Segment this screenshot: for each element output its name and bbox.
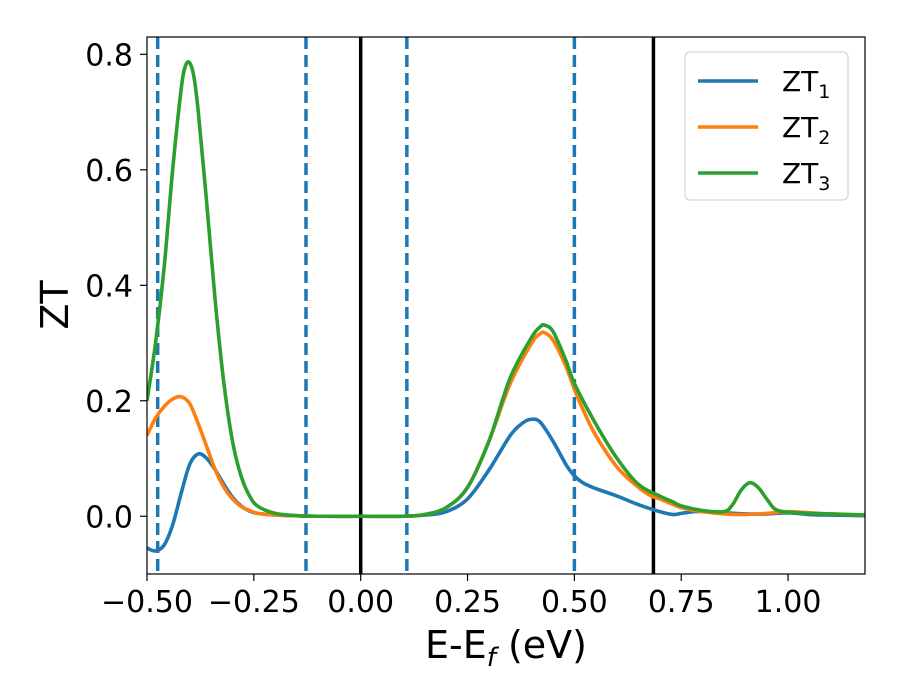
x-tick-label-2: 0.00 (327, 585, 394, 620)
x-axis-label-main: E-E (425, 623, 487, 667)
x-tick-label-0: −0.50 (101, 585, 193, 620)
x-tick-label-5: 0.75 (648, 585, 715, 620)
reference-lines (155, 37, 656, 574)
x-axis-label: E-Ef (eV) (425, 623, 587, 673)
x-tick-label-4: 0.50 (541, 585, 608, 620)
legend-box (684, 51, 849, 201)
legend-label-zt2: ZT2 (782, 111, 830, 149)
series-line-zt3 (147, 60, 865, 519)
plot-frame (146, 36, 866, 575)
x-axis-label-unit: (eV) (496, 623, 587, 667)
legend: ZT1 ZT2 ZT3 (684, 51, 849, 201)
y-tick-label-1: 0.2 (85, 385, 133, 420)
series-lines (147, 60, 865, 553)
x-tick-label-3: 0.25 (434, 585, 501, 620)
x-axis: −0.50 −0.25 0.00 0.25 0.50 0.75 1.00 (101, 574, 821, 620)
y-tick-label-2: 0.4 (85, 269, 133, 304)
y-axis-label: ZT (33, 280, 77, 330)
y-tick-label-4: 0.8 (85, 38, 133, 73)
x-tick-label-1: −0.25 (208, 585, 300, 620)
legend-label-zt1: ZT1 (782, 65, 830, 103)
y-tick-label-3: 0.6 (85, 154, 133, 189)
y-axis: 0.0 0.2 0.4 0.6 0.8 (85, 38, 147, 535)
legend-label-zt3: ZT3 (782, 157, 830, 195)
x-tick-label-6: 1.00 (755, 585, 822, 620)
y-tick-label-0: 0.0 (85, 500, 133, 535)
